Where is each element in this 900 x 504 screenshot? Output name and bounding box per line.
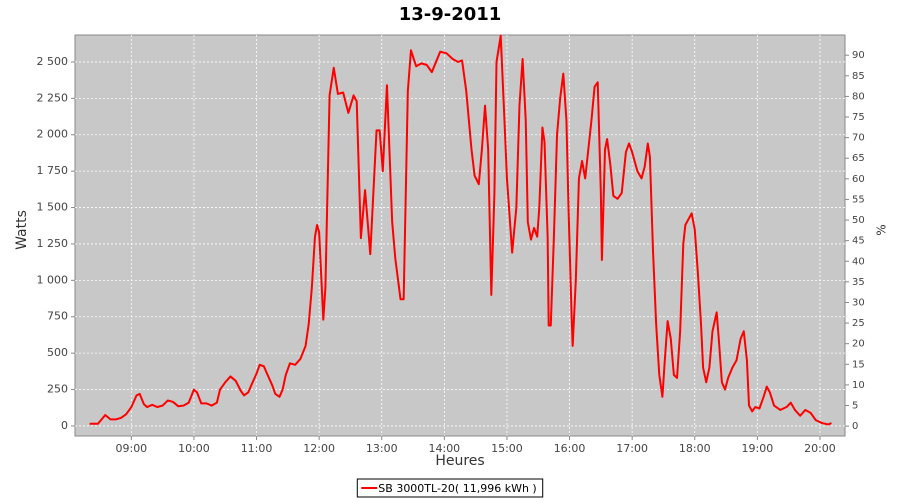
y-tick-label: 1 000: [37, 273, 69, 286]
y2-axis-label: %: [875, 224, 889, 235]
legend-box: [356, 478, 544, 498]
legend: SB 3000TL-20( 11,996 kWh ): [356, 478, 544, 498]
y-tick-label: 2 250: [37, 91, 69, 104]
y2-tick-label: 70: [852, 133, 865, 144]
y2-tick-label: 90: [852, 50, 865, 61]
y-tick-label: 1 250: [37, 237, 69, 250]
legend-label: SB 3000TL-20( 11,996 kWh ): [378, 482, 536, 495]
plot-area: [74, 34, 846, 437]
y-tick-label: 500: [47, 346, 68, 359]
x-axis-label: Heures: [435, 453, 484, 469]
y-tick-label: 0: [61, 419, 68, 432]
y2-tick-label: 55: [852, 194, 865, 205]
y-tick-label: 2 500: [37, 55, 69, 68]
y2-tick-label: 0: [852, 421, 858, 432]
x-tick-label: 12:00: [303, 442, 335, 455]
y2-tick-label: 50: [852, 215, 865, 226]
y-axis-label: Watts: [14, 210, 30, 250]
y-tick-label: 250: [47, 383, 68, 396]
y-tick-label: 1 500: [37, 201, 69, 214]
y2-tick-label: 30: [852, 297, 865, 308]
y2-tick-label: 10: [852, 380, 865, 391]
y2-tick-label: 35: [852, 277, 865, 288]
y2-tick-label: 65: [852, 153, 865, 164]
x-tick-label: 17:00: [616, 442, 648, 455]
x-tick-label: 11:00: [241, 442, 273, 455]
y-tick-label: 2 000: [37, 128, 69, 141]
y2-tick-label: 5: [852, 401, 858, 412]
x-tick-label: 13:00: [366, 442, 398, 455]
x-tick-label: 15:00: [491, 442, 523, 455]
y2-tick-label: 85: [852, 71, 865, 82]
x-tick-label: 14:00: [428, 442, 460, 455]
x-tick-label: 18:00: [679, 442, 711, 455]
y2-tick-label: 40: [852, 256, 865, 267]
x-tick-label: 19:00: [742, 442, 774, 455]
x-tick-label: 10:00: [178, 442, 210, 455]
y2-tick-label: 15: [852, 359, 865, 370]
line-series: [89, 34, 832, 426]
y-tick-label: 750: [47, 310, 68, 323]
x-tick-label: 09:00: [115, 442, 147, 455]
y2-tick-label: 45: [852, 236, 865, 247]
y-tick-label: 1 750: [37, 164, 69, 177]
y2-tick-label: 60: [852, 174, 865, 185]
y2-tick-label: 80: [852, 91, 865, 102]
x-tick-label: 16:00: [554, 442, 586, 455]
y2-tick-label: 20: [852, 339, 865, 350]
x-tick-label: 20:00: [804, 442, 836, 455]
y2-tick-label: 75: [852, 112, 865, 123]
y2-tick-label: 25: [852, 318, 865, 329]
chart-title: 13-9-2011: [399, 4, 502, 25]
